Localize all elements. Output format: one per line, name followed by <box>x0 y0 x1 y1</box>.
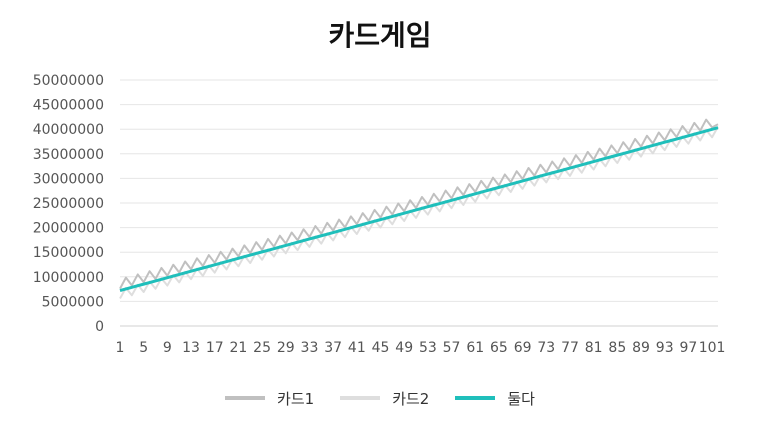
y-tick-label: 5000000 <box>42 294 104 310</box>
x-tick-label: 57 <box>443 340 461 356</box>
legend-swatch <box>225 396 266 400</box>
x-tick-label: 89 <box>632 340 650 356</box>
series-line-1 <box>119 118 719 290</box>
x-tick-label: 45 <box>372 340 390 356</box>
y-tick-label: 20000000 <box>33 221 104 237</box>
legend-label: 카드2 <box>392 389 430 408</box>
y-tick-label: 50000000 <box>33 73 104 89</box>
x-tick-label: 17 <box>206 340 224 356</box>
x-tick-label: 53 <box>419 340 437 356</box>
x-tick-label: 13 <box>182 340 200 356</box>
chart-title: 카드게임 <box>328 19 432 52</box>
x-tick-label: 85 <box>608 340 626 356</box>
chart-plot: 0 5000000 10000000 15000000 20000000 25000000… <box>33 73 726 356</box>
legend-label: 카드1 <box>277 389 315 408</box>
x-tick-label: 49 <box>395 340 413 356</box>
x-tick-label: 41 <box>348 340 366 356</box>
x-tick-label: 9 <box>163 340 172 356</box>
x-tick-label: 25 <box>253 340 271 356</box>
legend-item-1: 카드1 <box>225 388 314 409</box>
x-tick-label: 101 <box>699 340 726 356</box>
y-tick-label: 45000000 <box>33 98 104 114</box>
grid-lines <box>120 79 718 327</box>
y-tick-label: 15000000 <box>33 245 104 261</box>
x-tick-label: 77 <box>561 340 579 356</box>
x-tick-label: 29 <box>277 340 295 356</box>
y-tick-label: 40000000 <box>33 122 104 138</box>
x-tick-label: 65 <box>490 340 508 356</box>
x-tick-label: 33 <box>301 340 319 356</box>
x-tick-label: 1 <box>116 340 125 356</box>
legend-item-2: 카드2 <box>340 388 429 409</box>
series-line-3 <box>119 126 719 293</box>
y-tick-label: 10000000 <box>33 270 104 286</box>
legend-swatch <box>455 396 496 400</box>
y-axis-ticks: 0 5000000 10000000 15000000 20000000 25000000… <box>33 73 104 335</box>
x-tick-label: 37 <box>324 340 342 356</box>
legend-item-3: 둘다 <box>455 388 535 409</box>
x-tick-label: 97 <box>679 340 697 356</box>
x-tick-label: 61 <box>466 340 484 356</box>
x-tick-label: 93 <box>656 340 674 356</box>
x-tick-label: 73 <box>537 340 555 356</box>
legend: 카드1 카드2 둘다 <box>0 386 760 410</box>
x-axis-ticks: 1 5 9 13 17 21 25 29 33 37 41 45 49 53 57 61 65 69 73 77 81 8… <box>116 340 726 356</box>
x-tick-label: 5 <box>139 340 148 356</box>
x-tick-label: 69 <box>514 340 532 356</box>
y-tick-label: 35000000 <box>33 147 104 163</box>
series-lines <box>119 118 719 299</box>
legend-swatch <box>340 396 381 400</box>
x-tick-label: 21 <box>230 340 248 356</box>
y-tick-label: 0 <box>95 319 104 335</box>
x-tick-label: 81 <box>585 340 603 356</box>
y-tick-label: 25000000 <box>33 196 104 212</box>
legend-label: 둘다 <box>507 389 535 408</box>
y-tick-label: 30000000 <box>33 171 104 187</box>
